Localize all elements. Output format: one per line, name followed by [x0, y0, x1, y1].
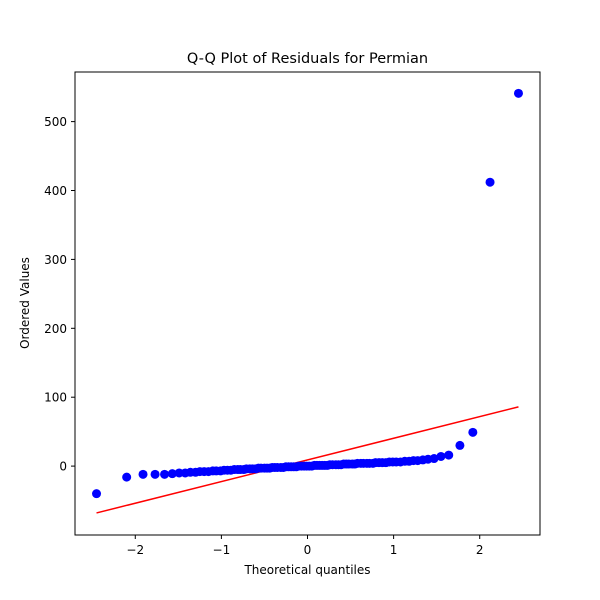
x-tick-label: 1	[390, 543, 398, 557]
y-tick-label: 200	[44, 322, 67, 336]
x-tick-label: −1	[213, 543, 231, 557]
y-tick-label: 0	[59, 460, 67, 474]
data-point	[167, 469, 177, 479]
data-point	[485, 177, 495, 187]
points-layer	[92, 88, 523, 499]
data-point	[150, 469, 160, 479]
y-axis: 0 100 200 300 400 500	[44, 115, 75, 474]
x-tick-label: 0	[304, 543, 312, 557]
data-point	[122, 472, 132, 482]
y-tick-label: 300	[44, 253, 67, 267]
plot-area	[74, 71, 541, 536]
y-axis-label: Ordered Values	[18, 257, 32, 349]
data-point	[436, 451, 446, 461]
y-tick-label: 500	[44, 115, 67, 129]
x-tick-label: 2	[476, 543, 484, 557]
x-tick-label: −2	[126, 543, 144, 557]
data-point	[444, 450, 454, 460]
y-tick-label: 100	[44, 391, 67, 405]
y-tick-label: 400	[44, 184, 67, 198]
data-point	[92, 489, 102, 499]
fit-line-layer	[96, 406, 519, 514]
data-point	[429, 454, 439, 464]
data-point	[160, 469, 170, 479]
fit-line	[96, 406, 519, 514]
data-point	[468, 427, 478, 437]
data-point	[513, 88, 523, 98]
data-point	[138, 469, 148, 479]
data-point	[455, 440, 465, 450]
x-axis-label: Theoretical quantiles	[243, 563, 370, 577]
chart-title: Q-Q Plot of Residuals for Permian	[187, 51, 428, 67]
x-axis: −2 −1 0 1 2	[126, 535, 484, 557]
